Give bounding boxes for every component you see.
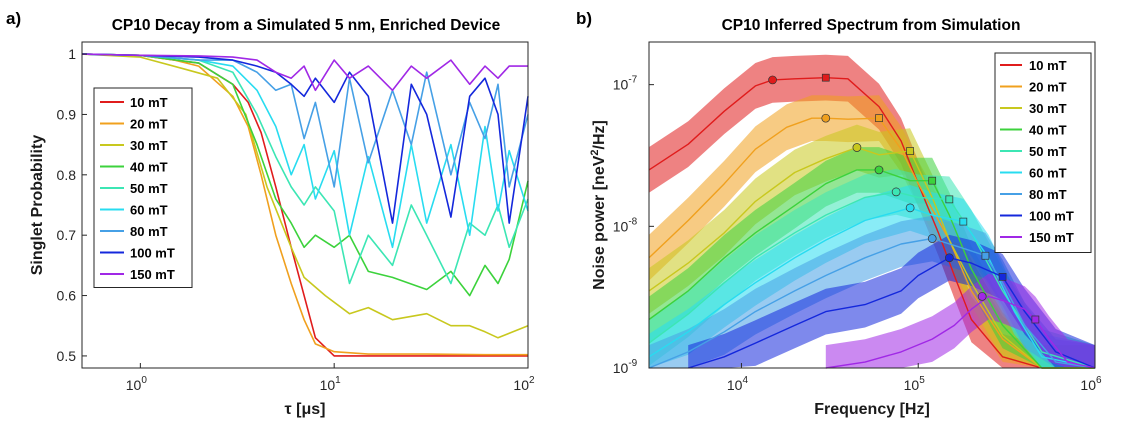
chart-a-title: CP10 Decay from a Simulated 5 nm, Enrich… <box>112 17 501 34</box>
chart-a-series-line-100-mt <box>81 53 529 224</box>
chart-a-ytick-label: 0.6 <box>57 288 77 304</box>
chart-a-series-line-30-mt <box>81 53 529 339</box>
chart-a-xtick-label: 102 <box>513 375 535 393</box>
chart-b-legend-label: 100 mT <box>1029 209 1074 224</box>
chart-b-legend: 10 mT 20 mT 30 mT 40 mT 50 mT 60 mT 80 mT 100 m… <box>994 52 1092 253</box>
chart-b-series-line-100-mt <box>687 257 1096 369</box>
chart-a-legend: 10 mT 20 mT 30 mT 40 mT 50 mT 60 mT 80 mT 100 m… <box>93 87 193 288</box>
chart-b-title: CP10 Inferred Spectrum from Simulation <box>722 17 1021 34</box>
chart-a-ytick-label: 0.8 <box>57 167 77 183</box>
chart-b-legend-label: 50 mT <box>1029 144 1067 159</box>
chart-b-square-marker-10-mt <box>821 73 830 82</box>
chart-b-square-marker-150-mt <box>1031 315 1040 324</box>
chart-a-xtick-exp: 2 <box>529 375 535 386</box>
chart-b-legend-label: 150 mT <box>1029 230 1074 245</box>
chart-b-square-marker-20-mt <box>875 114 883 123</box>
chart-b-circle-marker-30-mt <box>852 143 862 152</box>
chart-b-square-marker-30-mt <box>906 147 914 155</box>
chart-b-legend-label: 20 mT <box>1029 80 1067 95</box>
chart-a-ytick-label: 1 <box>68 46 76 62</box>
chart-b-ytick-label: 10-9 <box>613 358 638 376</box>
chart-b-legend-label: 60 mT <box>1029 166 1067 181</box>
chart-b-circle-marker-40-mt <box>874 165 884 175</box>
chart-b-series-line-80-mt <box>648 237 1096 369</box>
chart-b-legend-label: 80 mT <box>1029 187 1067 202</box>
chart-a-legend-label: 60 mT <box>130 203 168 218</box>
chart-b-xtick-exp: 6 <box>1096 375 1102 386</box>
chart-a-series-line-40-mt <box>81 53 529 297</box>
chart-a-legend-label: 100 mT <box>130 246 175 261</box>
chart-b-circle-marker-60-mt <box>905 203 915 213</box>
chart-b-circle-marker-10-mt <box>768 75 777 85</box>
chart-a-legend-label: 20 mT <box>130 117 168 132</box>
chart-a-xtick-exp: 1 <box>335 375 341 386</box>
chart-b-square-marker-50-mt <box>945 195 954 204</box>
chart-a-ytick-label: 0.7 <box>57 227 77 243</box>
chart-b-ylabel-suffix: /Hz] <box>591 120 608 149</box>
chart-b-ytick-exp: -9 <box>628 358 637 369</box>
chart-a-xtick-label: 101 <box>320 375 342 393</box>
chart-a-ylabel: Singlet Probability <box>29 135 46 276</box>
chart-b-legend-label: 10 mT <box>1029 58 1067 73</box>
chart-a-legend-label: 10 mT <box>130 95 168 110</box>
chart-a-lines <box>81 53 529 357</box>
chart-b-circle-marker-150-mt <box>977 292 987 301</box>
chart-b-square-marker-80-mt <box>981 251 990 260</box>
chart-a-frame <box>81 41 529 369</box>
chart-b-xlabel: Frequency [Hz] <box>814 401 930 418</box>
chart-a-legend-label: 40 mT <box>130 160 168 175</box>
chart-b-square-marker-40-mt <box>928 176 937 185</box>
chart-b-ylabel-sup: 2 <box>589 149 601 155</box>
chart-b-series-line-50-mt <box>648 191 1096 369</box>
chart-b-circle-marker-50-mt <box>891 187 901 197</box>
chart-b-markers <box>768 73 1040 324</box>
chart-b: CP10 Inferred Spectrum from Simulation 1… <box>589 17 1102 418</box>
chart-b-frame <box>648 41 1096 369</box>
chart-b-series-line-30-mt <box>648 146 1095 369</box>
chart-b-series-line-150-mt <box>825 295 1096 369</box>
chart-b-xtick-exp: 4 <box>742 375 748 386</box>
chart-b-xtick-label: 105 <box>904 375 926 393</box>
chart-b-band-150-mt <box>825 273 1095 368</box>
chart-b-ytick-label: 10-8 <box>613 216 638 234</box>
chart-a-legend-label: 80 mT <box>130 224 168 239</box>
chart-b-ytick-label: 10-7 <box>613 75 638 93</box>
chart-a-legend-label: 30 mT <box>130 138 168 153</box>
chart-a-series-line-20-mt <box>81 53 528 356</box>
chart-a-xtick-exp: 0 <box>141 375 147 386</box>
chart-a-series-line-50-mt <box>81 53 529 285</box>
chart-a-xtick-label: 100 <box>126 375 148 393</box>
chart-b-xtick-exp: 5 <box>919 375 925 386</box>
chart-b-circle-marker-100-mt <box>944 253 954 263</box>
chart-b-legend-label: 40 mT <box>1029 123 1067 138</box>
chart-a: CP10 Decay from a Simulated 5 nm, Enrich… <box>29 17 535 418</box>
chart-b-series-line-10-mt <box>648 76 1095 369</box>
chart-a-legend-label: 50 mT <box>130 181 168 196</box>
chart-b-lines <box>648 76 1096 369</box>
chart-b-xtick-label: 104 <box>727 375 749 393</box>
chart-b-ylabel: Noise power [neV2/Hz] <box>589 120 608 290</box>
chart-b-xtick-label: 106 <box>1080 375 1102 393</box>
chart-b-square-marker-60-mt <box>959 217 968 226</box>
chart-b-circle-marker-80-mt <box>927 234 937 243</box>
chart-b-band-60-mt <box>649 185 1095 368</box>
chart-a-ytick-label: 0.9 <box>57 106 77 122</box>
chart-a-series-line-150-mt <box>81 53 528 92</box>
panel-label-a: a) <box>6 9 21 28</box>
chart-b-ytick-exp: -8 <box>628 216 637 227</box>
chart-b-legend-label: 30 mT <box>1029 101 1067 116</box>
chart-b-series-line-20-mt <box>648 117 1095 369</box>
chart-a-xlabel: τ [μs] <box>285 401 326 418</box>
chart-b-ylabel-prefix: Noise power [neV <box>591 155 608 290</box>
panel-label-b: b) <box>576 9 592 28</box>
chart-b-ytick-exp: -7 <box>628 75 637 86</box>
chart-a-ytick-label: 0.5 <box>57 348 77 364</box>
chart-a-series-line-60-mt <box>81 53 529 249</box>
chart-a-legend-label: 150 mT <box>130 267 175 282</box>
chart-b-square-marker-100-mt <box>998 272 1007 281</box>
chart-b-circle-marker-20-mt <box>821 113 831 123</box>
